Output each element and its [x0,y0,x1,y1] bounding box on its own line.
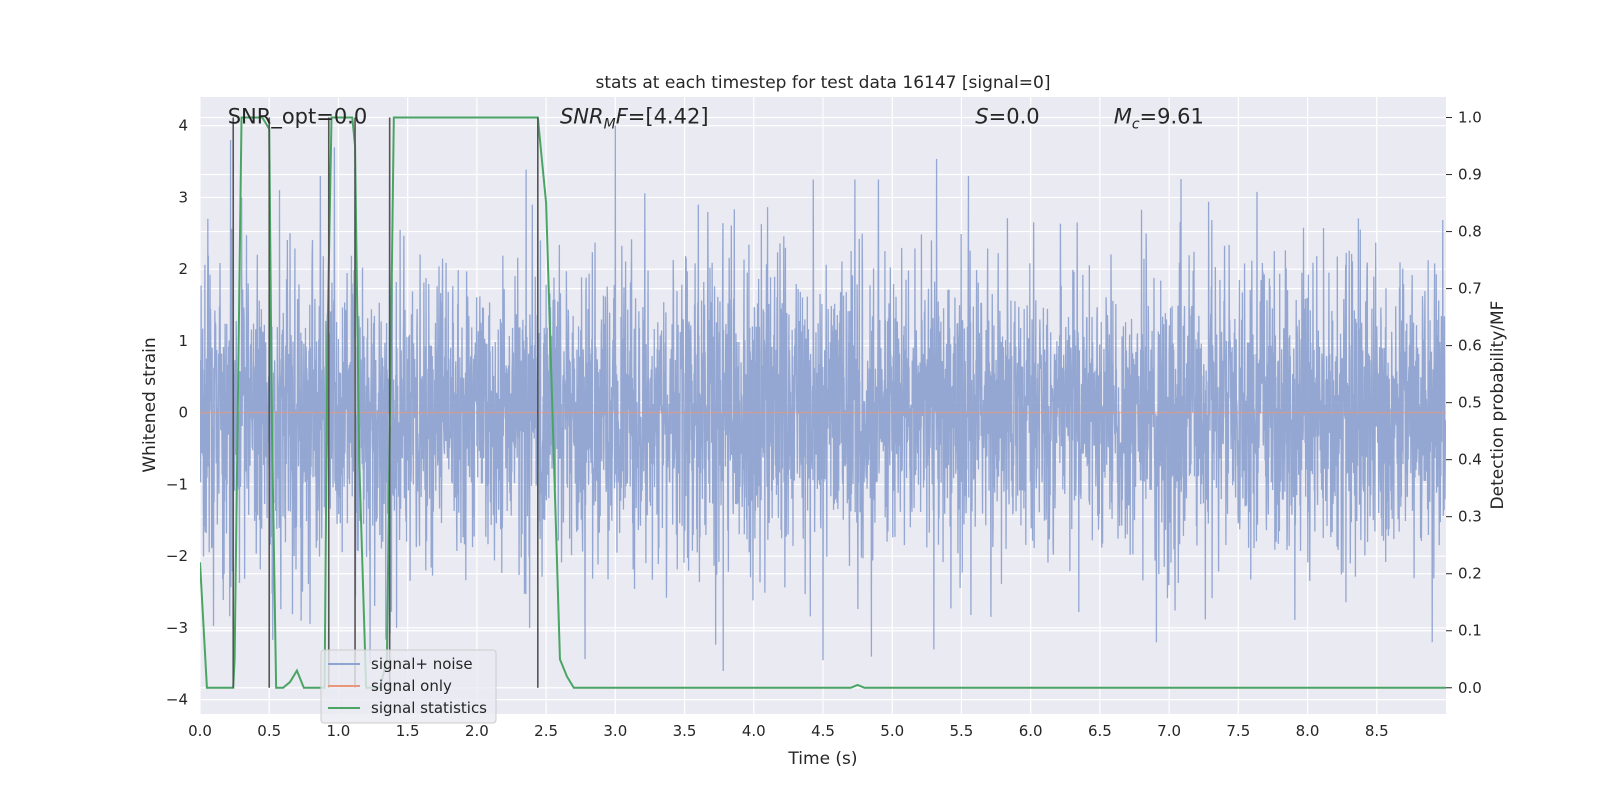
annotation-part: =0.0 [989,105,1040,129]
annotation-part: M [604,117,616,133]
annotation-part: F [616,105,629,129]
x-tick-label: 7.5 [1226,722,1250,740]
series-signal-noise [200,125,1446,671]
x-tick-label: 7.0 [1157,722,1181,740]
y-axis-label-left: Whitened strain [140,337,160,472]
legend: signal+ noise signal only signal statist… [320,649,497,724]
y-tick-label-right: 0.7 [1458,280,1482,298]
annotation-s-value: S=0.0 [975,105,1039,129]
y-tick-label-left: 4 [178,117,188,135]
x-tick-label: 5.5 [950,722,974,740]
annotation-part: S [975,105,988,129]
y-tick-label-right: 1.0 [1458,109,1482,127]
legend-box [320,649,497,724]
y-tick-label-left: 3 [178,188,188,206]
x-tick-label: 1.0 [327,722,351,740]
y-tick-label-right: 0.4 [1458,451,1482,469]
annotation-part: SNR_opt=0.0 [228,105,368,130]
annotation-part: c [1132,117,1140,133]
legend-label-signal-noise: signal+ noise [371,655,473,673]
ticks: 0.0 0.5 1.0 1.5 2.0 2.5 3.0 3.5 4.0 4.5 5.0 5.5 6.0 6… [166,109,1482,740]
annotation-snr-mf: SNRMF=[4.42] [560,105,709,133]
x-tick-label: 5.0 [880,722,904,740]
y-tick-label-left: −2 [166,547,188,565]
x-tick-label: 2.5 [534,722,558,740]
x-tick-label: 8.5 [1365,722,1389,740]
y-tick-label-left: −1 [166,475,188,493]
x-axis-label: Time (s) [787,749,857,769]
x-tick-label: 6.5 [1088,722,1112,740]
legend-label-signal-statistics: signal statistics [371,699,487,717]
annotations: SNR_opt=0.0 SNRMF=[4.42] S=0.0 Mc=9.61 [228,105,1204,133]
y-tick-label-left: 1 [178,332,188,350]
x-tick-label: 2.0 [465,722,489,740]
annotation-part: M [1114,105,1132,129]
x-tick-label: 0.5 [257,722,281,740]
annotation-mc-value: Mc=9.61 [1114,105,1204,133]
x-tick-label: 1.5 [396,722,420,740]
y-tick-label-right: 0.6 [1458,337,1482,355]
y-tick-label-left: −3 [166,619,188,637]
y-tick-label-left: 2 [178,260,188,278]
x-tick-label: 6.0 [1019,722,1043,740]
x-tick-label: 3.5 [673,722,697,740]
y-tick-label-right: 0.2 [1458,565,1482,583]
legend-label-signal-only: signal only [371,677,452,695]
y-tick-label-right: 0.9 [1458,166,1482,184]
x-tick-label: 3.0 [603,722,627,740]
y-tick-label-left: 0 [178,404,188,422]
y-tick-label-right: 0.5 [1458,394,1482,412]
annotation-part: =[4.42] [628,105,709,129]
chart-title: stats at each timestep for test data 161… [596,73,1051,93]
y-tick-label-right: 0.1 [1458,622,1482,640]
y-tick-label-right: 0.3 [1458,508,1482,526]
annotation-snr-opt: SNR_opt=0.0 [228,105,368,130]
x-tick-label: 0.0 [188,722,212,740]
y-tick-label-right: 0.8 [1458,223,1482,241]
annotation-part: =9.61 [1140,105,1204,129]
y-tick-label-left: −4 [166,691,188,709]
y-tick-label-right: 0.0 [1458,679,1482,697]
x-tick-label: 4.0 [742,722,766,740]
y-axis-label-right: Detection probability/MF [1488,301,1508,510]
annotation-part: SNR [560,105,604,129]
x-tick-label: 8.0 [1296,722,1320,740]
x-tick-label: 4.5 [811,722,835,740]
